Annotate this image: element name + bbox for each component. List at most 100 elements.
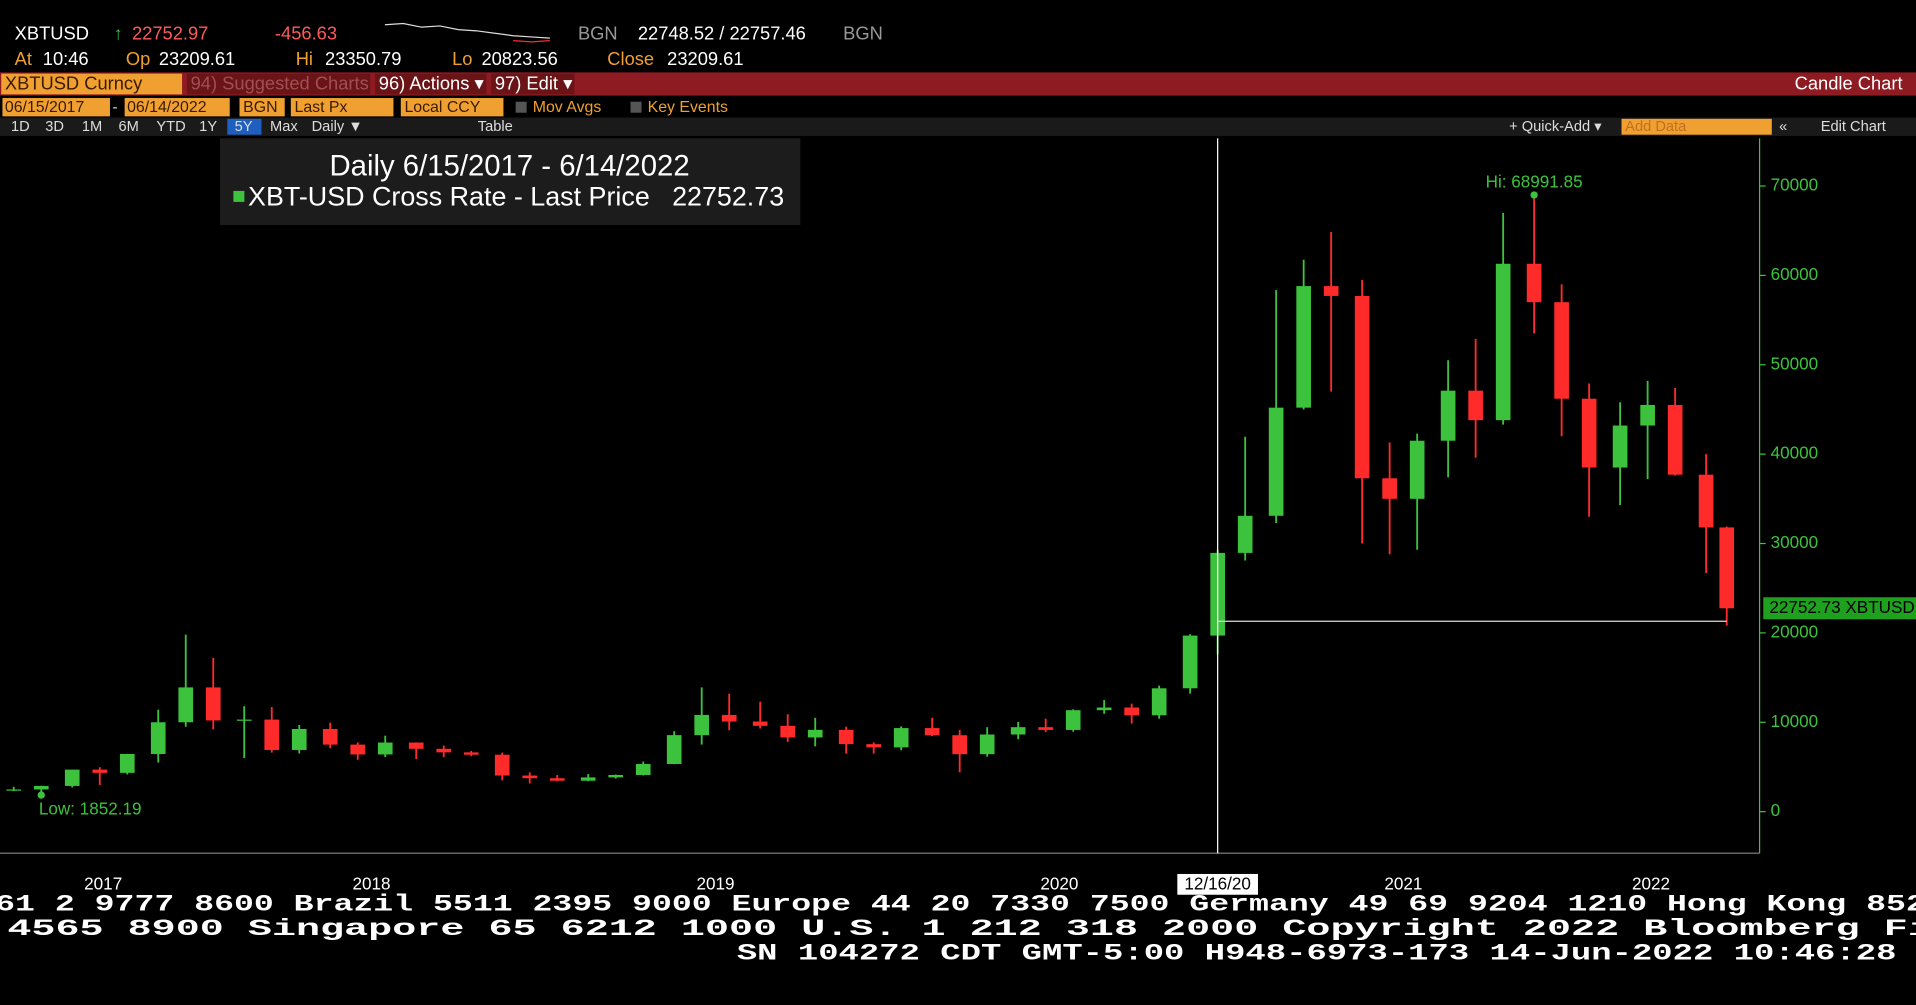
button[interactable]	[375, 73, 487, 95]
quick-add[interactable]: + Quick-Add ▾	[1509, 119, 1602, 135]
candle-body	[580, 777, 596, 781]
candle-body	[1640, 404, 1655, 426]
legend-title: Daily 6/15/2017 - 6/14/2022	[329, 149, 689, 182]
edit-chart[interactable]: Edit Chart	[1821, 119, 1886, 135]
source: BGN	[578, 22, 618, 43]
low-marker	[37, 791, 45, 799]
candle-body	[1268, 407, 1284, 516]
button[interactable]	[491, 73, 575, 95]
sparkline-tail	[513, 39, 550, 43]
y-tick-label: 60000	[1771, 265, 1819, 284]
candle-body	[1719, 527, 1735, 609]
ticker-line: 61 2 9777 8600 Brazil 5511 2395 9000 Eur…	[0, 892, 1916, 918]
arrow: ↑	[114, 22, 123, 43]
candle-body	[408, 742, 424, 749]
checkbox[interactable]	[630, 101, 642, 113]
candle-body	[463, 752, 479, 755]
button[interactable]	[186, 73, 371, 95]
source-box[interactable]	[239, 98, 285, 117]
candle-body	[1495, 263, 1511, 421]
source[interactable]: BGN	[243, 99, 277, 116]
label: Lo	[452, 48, 472, 69]
frequency[interactable]: Daily ▼	[312, 119, 363, 135]
period-button[interactable]: 1Y	[199, 119, 217, 135]
label: Hi	[296, 48, 313, 69]
value: 23209.61	[667, 48, 743, 69]
currency[interactable]: Local CCY	[404, 99, 480, 116]
suggested-charts[interactable]: 94) Suggested Charts	[191, 72, 369, 93]
end-date[interactable]: 06/14/2022	[127, 99, 207, 116]
value: 23209.61	[159, 48, 235, 69]
label: Close	[607, 48, 654, 69]
candle-body	[1182, 635, 1198, 689]
candle-body	[1698, 474, 1714, 528]
source: BGN	[843, 22, 883, 43]
table[interactable]: Table	[478, 119, 513, 135]
add-data-box[interactable]	[1621, 118, 1772, 135]
candle-body	[952, 735, 968, 755]
period-button[interactable]: 1D	[11, 119, 30, 135]
collapse[interactable]: «	[1779, 119, 1787, 135]
y-tick-label: 20000	[1771, 622, 1819, 641]
hi-marker	[1530, 191, 1538, 199]
candle-body	[780, 725, 796, 738]
candle-body	[838, 729, 854, 745]
legend-swatch	[233, 190, 245, 202]
period-button[interactable]: 5Y	[235, 119, 253, 135]
period-button[interactable]: 3D	[45, 119, 64, 135]
period-selected[interactable]	[227, 118, 262, 135]
candle-body	[436, 748, 452, 753]
edit[interactable]: 97) Edit ▾	[495, 72, 572, 93]
y-tick-label: 50000	[1771, 354, 1819, 373]
key-events[interactable]: Key Events	[648, 99, 728, 116]
mov-avgs[interactable]: Mov Avgs	[533, 99, 602, 116]
period-bar: 1D 3D 1M 6M YTD 1Y 5Y Max Daily ▼ Table + Quick…	[0, 117, 1916, 136]
candle-body	[866, 744, 882, 748]
candle-body	[322, 728, 338, 745]
candle-body	[522, 775, 538, 779]
candle-body	[205, 687, 221, 721]
candle-body	[1667, 404, 1683, 475]
last-price-label: 22752.73 XBTUSD	[1769, 598, 1914, 617]
candle-body	[1323, 286, 1339, 296]
candle-body	[1151, 688, 1167, 716]
candle-body	[893, 728, 909, 748]
candle-body	[608, 774, 624, 778]
candle-body	[694, 714, 710, 736]
checkbox[interactable]	[515, 101, 527, 113]
security-box[interactable]	[1, 73, 183, 95]
field-box[interactable]	[290, 98, 394, 117]
candle-body	[924, 728, 940, 736]
field[interactable]: Last Px	[294, 99, 347, 116]
crosshair-label-box	[1177, 873, 1258, 895]
currency-box[interactable]	[400, 98, 504, 117]
actions[interactable]: 96) Actions ▾	[379, 72, 484, 93]
period-button[interactable]: 6M	[119, 119, 139, 135]
date-box[interactable]	[2, 98, 110, 117]
add-data[interactable]: Add Data	[1625, 119, 1687, 135]
candle-body	[1468, 390, 1483, 421]
candle-body	[1010, 727, 1026, 735]
candle-body	[1409, 440, 1425, 499]
candle-body	[264, 719, 280, 750]
x-tick-label: 2018	[352, 874, 390, 893]
period-button[interactable]: Max	[270, 119, 298, 135]
periods: 1D 3D 1M 6M YTD 1Y 5Y Max	[11, 118, 298, 135]
x-tick-label: 2017	[84, 874, 122, 893]
period-button[interactable]: 1M	[82, 119, 102, 135]
hi-label: Hi: 68991.85	[1486, 172, 1583, 191]
candle-body	[807, 729, 823, 738]
value: 23350.79	[325, 48, 401, 69]
date-box[interactable]	[124, 98, 230, 117]
y-tick-label: 30000	[1771, 533, 1819, 552]
x-tick-label: 2020	[1040, 874, 1078, 893]
security[interactable]: XBTUSD Curncy	[5, 72, 143, 93]
start-date[interactable]: 06/15/2017	[5, 99, 85, 116]
plot: 0 10000 20000 30000 40000 50000 60000 70000 2017…	[0, 138, 1916, 895]
period-button[interactable]: YTD	[156, 119, 185, 135]
label: Op	[126, 48, 150, 69]
legend-box	[219, 138, 801, 226]
legend: Daily 6/15/2017 - 6/14/2022 XBT-USD Cros…	[219, 138, 801, 226]
candle-body	[1096, 707, 1112, 711]
